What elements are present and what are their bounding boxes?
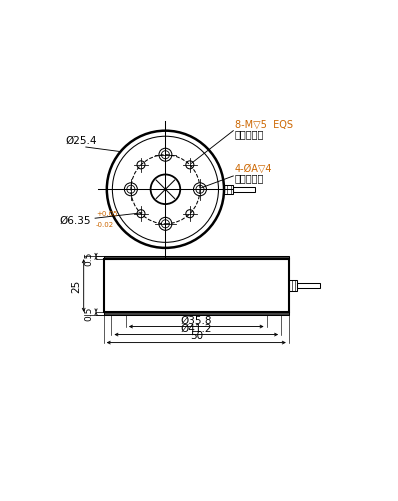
Bar: [104, 312, 289, 315]
Text: -0.02: -0.02: [96, 221, 114, 227]
Text: 正反面相同: 正反面相同: [235, 173, 264, 183]
Text: 4-ØA▽4: 4-ØA▽4: [235, 163, 272, 173]
Bar: [233, 187, 256, 192]
Text: Ø41.2: Ø41.2: [181, 323, 212, 333]
Text: 0.5: 0.5: [85, 251, 94, 266]
Bar: [224, 185, 233, 194]
Bar: [104, 260, 289, 312]
Text: 25: 25: [71, 280, 81, 293]
Bar: [297, 283, 320, 289]
Text: Ø35.8: Ø35.8: [181, 315, 212, 325]
Text: 0.5: 0.5: [85, 307, 94, 321]
Text: 50: 50: [190, 331, 203, 341]
Text: +0.05: +0.05: [96, 210, 117, 216]
Text: 8-M▽5  EQS: 8-M▽5 EQS: [235, 120, 293, 130]
Text: Ø25.4: Ø25.4: [66, 135, 97, 145]
Text: 正反面相同: 正反面相同: [235, 129, 264, 139]
Bar: [104, 257, 289, 260]
Bar: [289, 281, 297, 292]
Text: Ø6.35: Ø6.35: [60, 215, 91, 225]
